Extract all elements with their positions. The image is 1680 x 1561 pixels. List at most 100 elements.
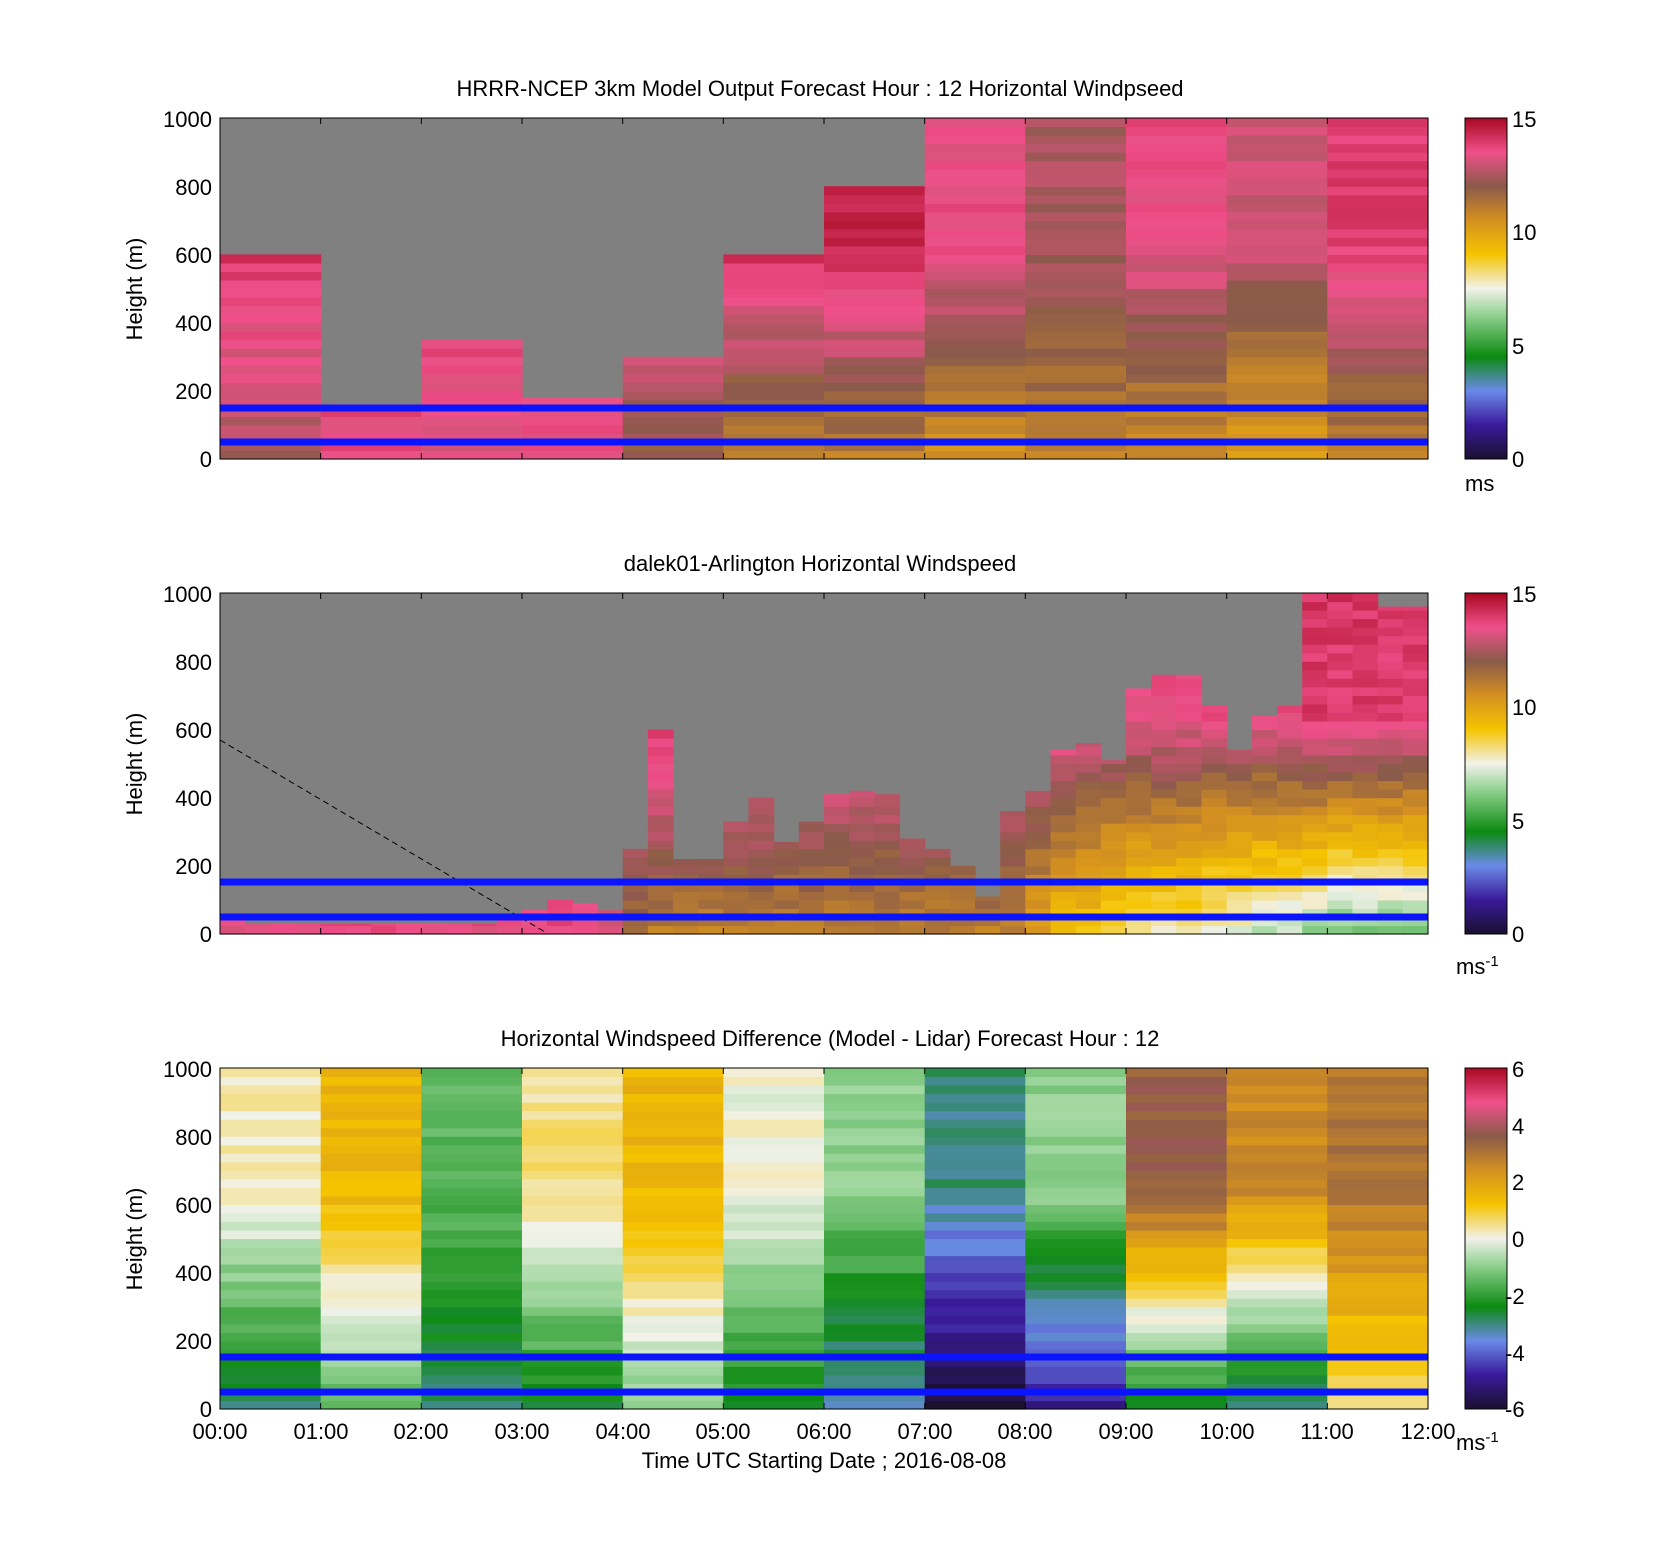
heatmap-cell (1151, 891, 1177, 901)
heatmap-cell (698, 899, 724, 909)
heatmap-cell (320, 1195, 422, 1205)
x-tick-label: 11:00 (1300, 1419, 1353, 1444)
heatmap-cell (1226, 1230, 1328, 1240)
heatmap-cell (1075, 882, 1102, 892)
heatmap-cell (924, 118, 1026, 128)
heatmap-cell (220, 1212, 322, 1222)
heatmap-cell (622, 1315, 724, 1325)
heatmap-cell (1226, 1212, 1328, 1222)
heatmap-cell (1402, 686, 1429, 696)
heatmap-cell (1327, 1076, 1429, 1086)
heatmap-cell (1126, 1247, 1228, 1257)
heatmap-cell (924, 917, 951, 927)
heatmap-cell (1377, 789, 1404, 799)
heatmap-cell (924, 899, 951, 909)
heatmap-cell (1226, 780, 1253, 790)
heatmap-cell (1352, 899, 1379, 909)
heatmap-cell (1327, 1144, 1429, 1154)
heatmap-cell (1327, 211, 1429, 221)
heatmap-cell (622, 1204, 724, 1214)
heatmap-cell (1126, 126, 1228, 136)
heatmap-cell (1352, 669, 1379, 679)
heatmap-cell (1226, 917, 1253, 927)
heatmap-cell (824, 1247, 926, 1257)
heatmap-cell (899, 891, 926, 901)
heatmap-cell (1025, 1238, 1127, 1248)
heatmap-cell (1176, 686, 1203, 696)
heatmap-cell (824, 288, 926, 298)
heatmap-cell (1151, 899, 1177, 909)
heatmap-cell (1226, 186, 1328, 196)
heatmap-cell (1302, 780, 1328, 790)
heatmap-cell (522, 1264, 624, 1274)
heatmap-cell (1327, 203, 1429, 213)
heatmap-cell (1025, 1068, 1127, 1078)
heatmap-cell (824, 262, 926, 272)
heatmap-cell (522, 1187, 624, 1197)
heatmap-cell (824, 1306, 926, 1316)
heatmap-cell (874, 891, 901, 901)
heatmap-cell (647, 840, 674, 850)
heatmap-cell (421, 1093, 523, 1103)
heatmap-cell (522, 1110, 624, 1120)
heatmap-cell (1251, 806, 1278, 816)
heatmap-cell (1251, 891, 1278, 901)
heatmap-cell (723, 865, 750, 875)
heatmap-cell (1226, 1374, 1328, 1384)
heatmap-cell (1327, 1127, 1429, 1137)
heatmap-cell (1025, 211, 1127, 221)
heatmap-cell (1302, 899, 1328, 909)
heatmap-cell (622, 1119, 724, 1129)
heatmap-cell (1151, 737, 1177, 747)
heatmap-cell (1075, 831, 1102, 841)
heatmap-cell (1377, 661, 1404, 671)
heatmap-cell (1402, 848, 1429, 858)
heatmap-cell (622, 1178, 724, 1188)
heatmap-cell (824, 797, 850, 807)
heatmap-cell (924, 424, 1026, 434)
heatmap-cell (1126, 160, 1228, 170)
heatmap-cell (1201, 840, 1228, 850)
heatmap-cell (1327, 917, 1354, 927)
heatmap-cell (773, 917, 800, 927)
heatmap-cell (1327, 1298, 1429, 1308)
heatmap-cell (220, 1323, 322, 1333)
panel-lidar: dalek01-Arlington Horizontal Windspeed 1… (122, 551, 1536, 979)
heatmap-cell (723, 1392, 825, 1402)
heatmap-cell (1226, 1281, 1328, 1291)
heatmap-cell (1025, 245, 1127, 255)
heatmap-cell (1352, 780, 1379, 790)
heatmap-cell (824, 331, 926, 341)
heatmap-cell (1302, 593, 1328, 603)
heatmap-cell (924, 1264, 1026, 1274)
heatmap-cell (874, 917, 901, 927)
heatmap-cell (622, 1400, 724, 1410)
heatmap-cell (698, 925, 724, 935)
heatmap-cell (748, 797, 775, 807)
heatmap-cell (1126, 1238, 1228, 1248)
heatmap-cell (924, 1085, 1026, 1095)
heatmap-cell (421, 356, 523, 366)
heatmap-cell (1025, 365, 1127, 375)
heatmap-cell (220, 373, 322, 383)
heatmap-cell (1075, 780, 1102, 790)
heatmap-cell (924, 126, 1026, 136)
heatmap-cell (1251, 831, 1278, 841)
heatmap-cell (723, 339, 825, 349)
heatmap-cell (220, 348, 322, 358)
heatmap-cell (1126, 322, 1228, 332)
heatmap-cell (446, 925, 473, 935)
heatmap-cell (320, 1212, 422, 1222)
heatmap-cell (824, 365, 926, 375)
y-axis-label: Height (m) (122, 1188, 147, 1291)
heatmap-cell (1226, 314, 1328, 324)
heatmap-cell (220, 322, 322, 332)
heatmap-cell (723, 390, 825, 400)
heatmap-cell (1327, 593, 1354, 603)
heatmap-cell (1226, 1187, 1328, 1197)
heatmap-cell (673, 925, 699, 935)
heatmap-cell (220, 407, 322, 417)
heatmap-cell (421, 1204, 523, 1214)
heatmap-cell (446, 923, 473, 927)
heatmap-cell (1025, 814, 1052, 824)
